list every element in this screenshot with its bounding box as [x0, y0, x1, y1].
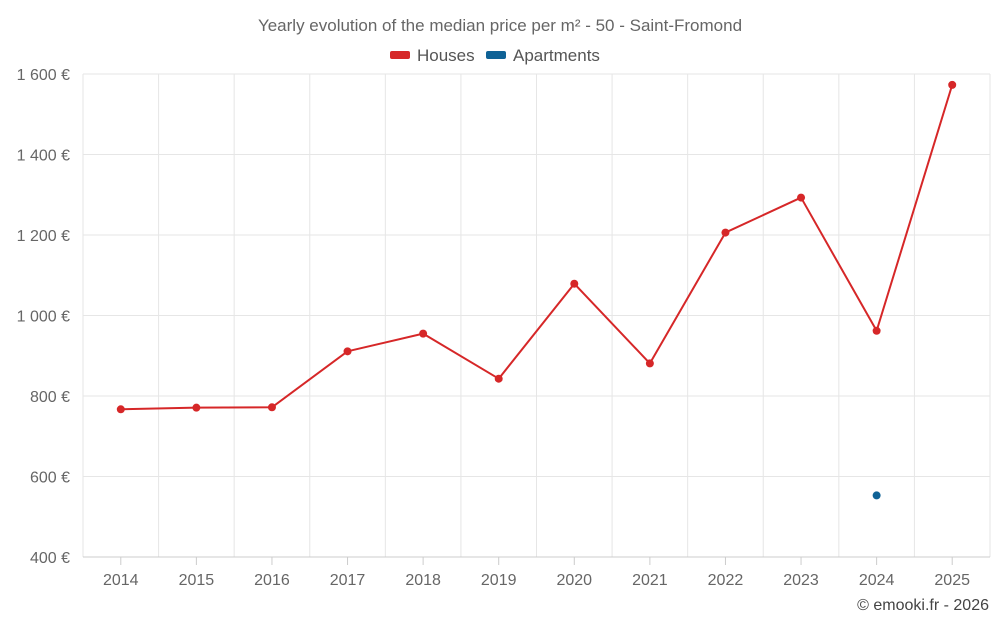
legend: Houses Apartments	[390, 46, 600, 65]
legend-swatch-houses	[390, 51, 410, 59]
y-tick-label: 1 600 €	[17, 67, 70, 84]
x-tick-label: 2025	[934, 572, 970, 589]
data-point-houses-2022[interactable]	[721, 228, 730, 237]
data-point-houses-2015[interactable]	[192, 403, 201, 412]
legend-item-apartments[interactable]: Apartments	[486, 46, 600, 65]
x-tick-label: 2020	[556, 572, 592, 589]
data-point-houses-2025[interactable]	[948, 80, 957, 89]
y-tick-label: 400 €	[30, 550, 70, 567]
x-tick-label: 2022	[708, 572, 744, 589]
grid	[82, 73, 991, 558]
legend-label-apartments: Apartments	[513, 46, 600, 65]
data-point-houses-2023[interactable]	[797, 193, 806, 202]
data-point-apartments-2024[interactable]	[872, 491, 881, 500]
data-point-houses-2014[interactable]	[116, 405, 125, 414]
x-tick-label: 2023	[783, 572, 819, 589]
legend-item-houses[interactable]: Houses	[390, 46, 475, 65]
y-tick-label: 1 000 €	[17, 309, 70, 326]
x-tick-label: 2019	[481, 572, 517, 589]
x-tick-label: 2017	[330, 572, 366, 589]
y-tick-label: 800 €	[30, 389, 70, 406]
y-axis-ticks: 400 € 600 € 800 € 1 000 € 1 200 € 1 400 € 1 60…	[17, 67, 70, 567]
data-point-houses-2016[interactable]	[267, 403, 276, 412]
y-tick-label: 1 400 €	[17, 148, 70, 165]
legend-swatch-apartments	[486, 51, 506, 59]
chart-title: Yearly evolution of the median price per…	[258, 16, 742, 35]
data-point-houses-2020[interactable]	[570, 279, 579, 288]
series	[116, 80, 957, 500]
credit-text: © emooki.fr - 2026	[857, 597, 989, 614]
x-tick-label: 2024	[859, 572, 895, 589]
legend-label-houses: Houses	[417, 46, 475, 65]
series-line-houses	[120, 84, 954, 411]
y-tick-label: 600 €	[30, 470, 70, 487]
data-point-houses-2024[interactable]	[872, 326, 881, 335]
data-point-houses-2017[interactable]	[343, 347, 352, 356]
x-tick-label: 2016	[254, 572, 290, 589]
data-point-houses-2019[interactable]	[494, 374, 503, 383]
x-tick-label: 2018	[405, 572, 441, 589]
y-tick-label: 1 200 €	[17, 228, 70, 245]
data-point-houses-2021[interactable]	[645, 359, 654, 368]
x-tick-label: 2014	[103, 572, 139, 589]
x-tick-label: 2021	[632, 572, 668, 589]
data-point-houses-2018[interactable]	[419, 329, 428, 338]
x-axis-ticks: 2014 2015 2016 2017 2018 2019 2020 2021 2022 2023…	[103, 557, 970, 589]
x-tick-label: 2015	[179, 572, 215, 589]
